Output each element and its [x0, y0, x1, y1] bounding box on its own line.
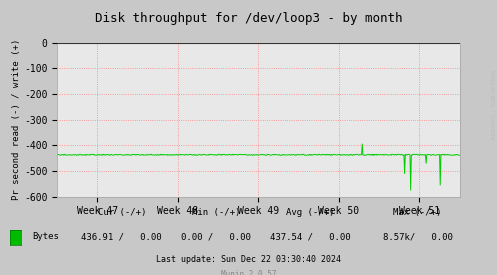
- Text: 437.54 /   0.00: 437.54 / 0.00: [270, 232, 351, 241]
- Text: 0.00 /   0.00: 0.00 / 0.00: [181, 232, 251, 241]
- Text: Avg (-/+): Avg (-/+): [286, 208, 335, 217]
- Text: 8.57k/   0.00: 8.57k/ 0.00: [383, 232, 452, 241]
- Text: Min (-/+): Min (-/+): [192, 208, 241, 217]
- Text: Munin 2.0.57: Munin 2.0.57: [221, 270, 276, 275]
- Text: Cur (-/+): Cur (-/+): [97, 208, 146, 217]
- Text: 436.91 /   0.00: 436.91 / 0.00: [82, 232, 162, 241]
- Text: Bytes: Bytes: [32, 232, 59, 241]
- Text: RRDTOOL / TOBI OETIKER: RRDTOOL / TOBI OETIKER: [491, 70, 496, 139]
- Y-axis label: Pr second read (-) / write (+): Pr second read (-) / write (+): [12, 39, 21, 200]
- Text: Last update: Sun Dec 22 03:30:40 2024: Last update: Sun Dec 22 03:30:40 2024: [156, 255, 341, 264]
- Text: Disk throughput for /dev/loop3 - by month: Disk throughput for /dev/loop3 - by mont…: [95, 12, 402, 25]
- Text: Max (-/+): Max (-/+): [393, 208, 442, 217]
